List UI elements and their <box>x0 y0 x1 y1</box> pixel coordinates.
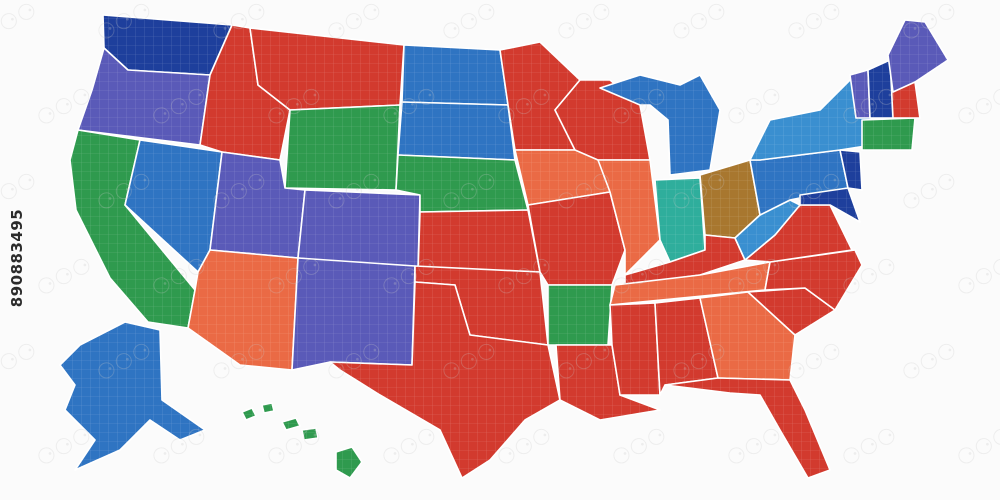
state-north-dakota <box>401 44 509 106</box>
state-hawaii <box>335 446 363 479</box>
state-mississippi <box>609 302 661 396</box>
state-arkansas <box>547 284 613 346</box>
stock-image-id: 890883495 <box>8 208 26 308</box>
state-hawaii-islands <box>241 402 319 441</box>
state-colorado <box>297 189 421 271</box>
state-maine <box>887 19 949 93</box>
state-alaska <box>59 321 206 471</box>
state-new-mexico <box>291 257 416 371</box>
state-missouri <box>527 191 626 286</box>
state-indiana <box>654 177 706 263</box>
state-kansas <box>417 209 541 273</box>
state-south-dakota <box>397 101 516 161</box>
state-wyoming <box>284 104 401 191</box>
state-florida <box>664 377 831 479</box>
states-layer <box>59 14 949 479</box>
state-arizona <box>187 249 299 371</box>
state-montana <box>249 27 405 111</box>
state-connecticut-ri <box>861 117 916 151</box>
